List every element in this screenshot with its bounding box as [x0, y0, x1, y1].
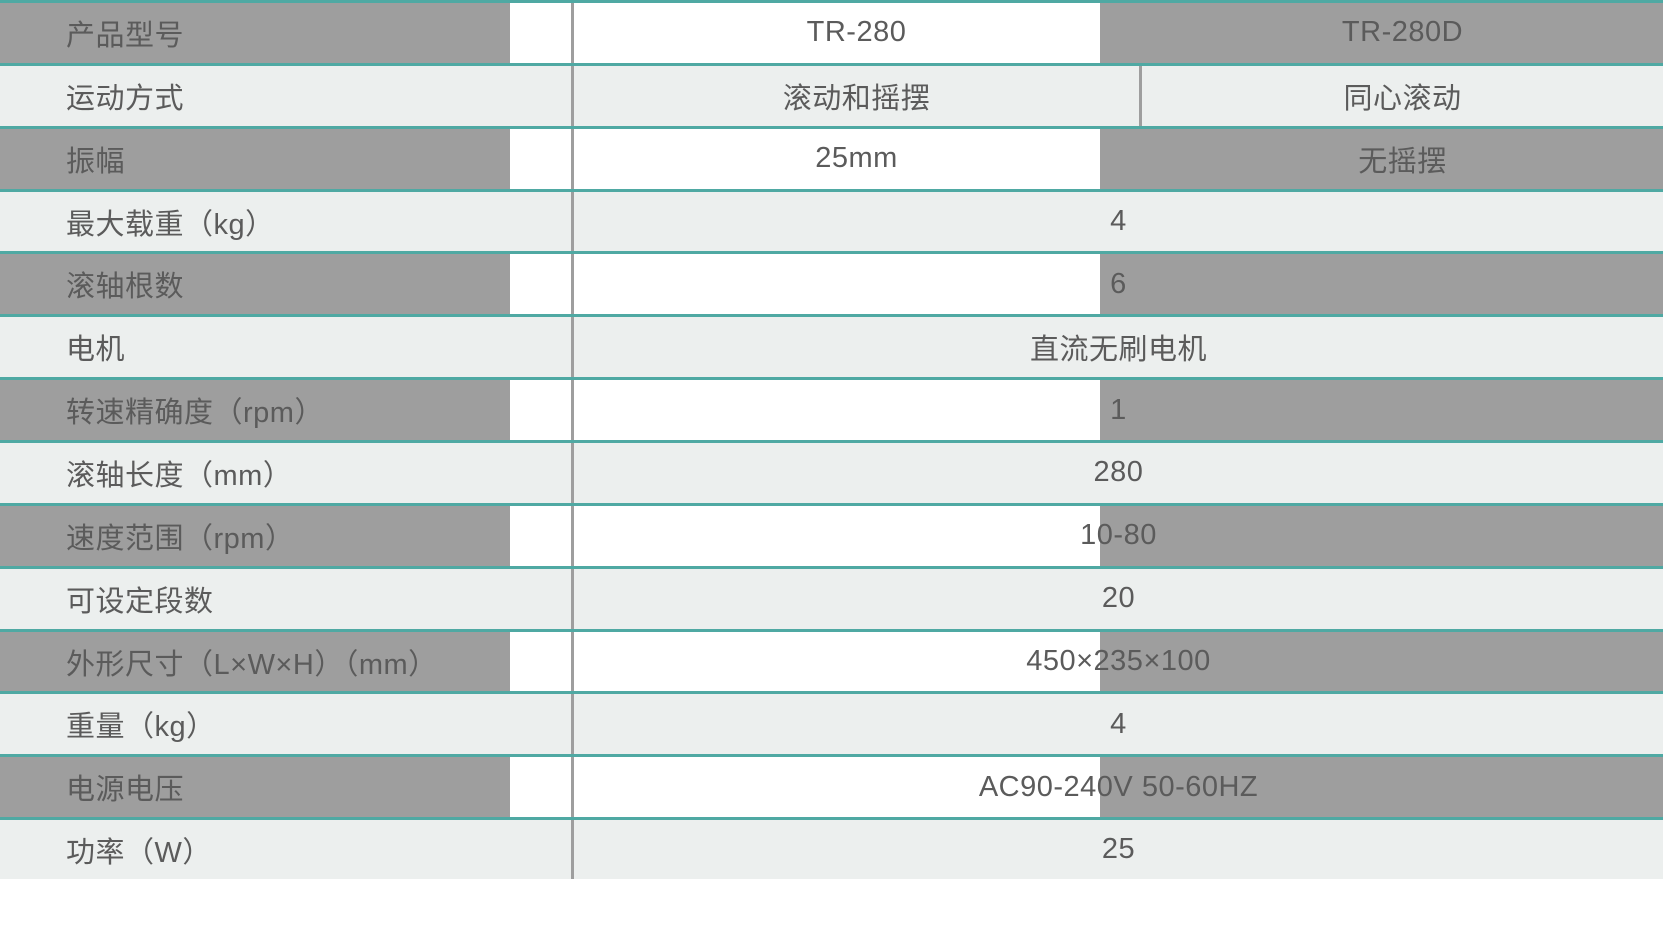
row-label: 滚轴根数 — [0, 254, 510, 315]
column-divider — [571, 568, 574, 629]
table-row: 速度范围（rpm） 10-80 — [0, 502, 1663, 566]
row-label: 电源电压 — [0, 757, 510, 818]
table-row: 最大载重（kg） 4 — [0, 188, 1663, 252]
table-row: 外形尺寸（L×W×H）（mm） 450×235×100 — [0, 628, 1663, 692]
row-value-right: TR-280D — [1341, 16, 1464, 49]
table-row: 滚轴根数 6 — [0, 251, 1663, 315]
table-row: 功率（W） 25 — [0, 817, 1663, 880]
column-divider — [571, 254, 574, 315]
row-value: 6 — [1110, 267, 1127, 300]
row-value: 20 — [1101, 582, 1136, 615]
row-label: 可设定段数 — [66, 585, 214, 618]
column-divider — [571, 65, 574, 126]
row-value: 4 — [1110, 205, 1127, 237]
row-notch — [510, 757, 1100, 818]
row-label: 产品型号 — [0, 3, 510, 63]
row-value: 280 — [1093, 456, 1144, 489]
table-row: 振幅 25mm 无摇摆 — [0, 125, 1663, 189]
column-divider — [571, 191, 574, 252]
column-divider — [571, 631, 574, 692]
row-label: 振幅 — [0, 128, 510, 189]
row-notch — [510, 254, 1100, 315]
row-notch — [510, 3, 1100, 63]
column-divider-mid — [1139, 3, 1142, 63]
column-divider — [571, 505, 574, 566]
table-row: 可设定段数 20 — [0, 565, 1663, 629]
table-row: 电机 直流无刷电机 — [0, 314, 1663, 378]
row-value: AC90-240V 50-60HZ — [978, 770, 1259, 803]
row-label: 最大载重（kg） — [66, 208, 275, 241]
row-label: 速度范围（rpm） — [0, 505, 510, 566]
table-row: 运动方式 滚动和摇摆 同心滚动 — [0, 62, 1663, 126]
row-value-left: 25mm — [815, 142, 898, 175]
table-row: 转速精确度（rpm） 1 — [0, 377, 1663, 441]
row-notch — [510, 380, 1100, 441]
column-divider — [571, 317, 574, 378]
row-label: 功率（W） — [66, 836, 212, 869]
column-divider-mid — [1139, 128, 1142, 189]
row-value: 4 — [1110, 707, 1127, 740]
row-value-left: 滚动和摇摆 — [782, 82, 931, 115]
row-label: 滚轴长度（mm） — [66, 459, 293, 492]
column-divider — [571, 380, 574, 441]
column-divider — [571, 757, 574, 818]
row-label: 重量（kg） — [66, 711, 216, 744]
column-divider-mid — [1139, 65, 1142, 126]
row-label: 外形尺寸（L×W×H）（mm） — [0, 631, 510, 692]
table-row: 重量（kg） 4 — [0, 691, 1663, 755]
column-divider — [571, 443, 574, 503]
row-value: 25 — [1101, 833, 1136, 866]
table-row: 滚轴长度（mm） 280 — [0, 440, 1663, 503]
row-label: 运动方式 — [66, 82, 185, 115]
row-notch — [510, 128, 1100, 189]
row-value: 450×235×100 — [1026, 645, 1211, 678]
row-label: 电机 — [66, 334, 126, 367]
column-divider — [571, 694, 574, 755]
row-value: 直流无刷电机 — [1029, 334, 1207, 367]
row-label: 转速精确度（rpm） — [0, 380, 510, 441]
row-value-right: 同心滚动 — [1343, 82, 1462, 115]
row-value-right: 无摇摆 — [1358, 145, 1447, 178]
table-row: 电源电压 AC90-240V 50-60HZ — [0, 754, 1663, 818]
column-divider — [571, 3, 574, 63]
row-value: 10-80 — [1080, 519, 1157, 552]
row-value-left: TR-280 — [806, 16, 907, 49]
column-divider — [571, 128, 574, 189]
table-row: 产品型号 TR-280 TR-280D — [0, 0, 1663, 63]
row-notch — [510, 631, 1100, 692]
row-notch — [510, 505, 1100, 566]
column-divider — [571, 820, 574, 880]
row-value: 1 — [1110, 393, 1127, 426]
